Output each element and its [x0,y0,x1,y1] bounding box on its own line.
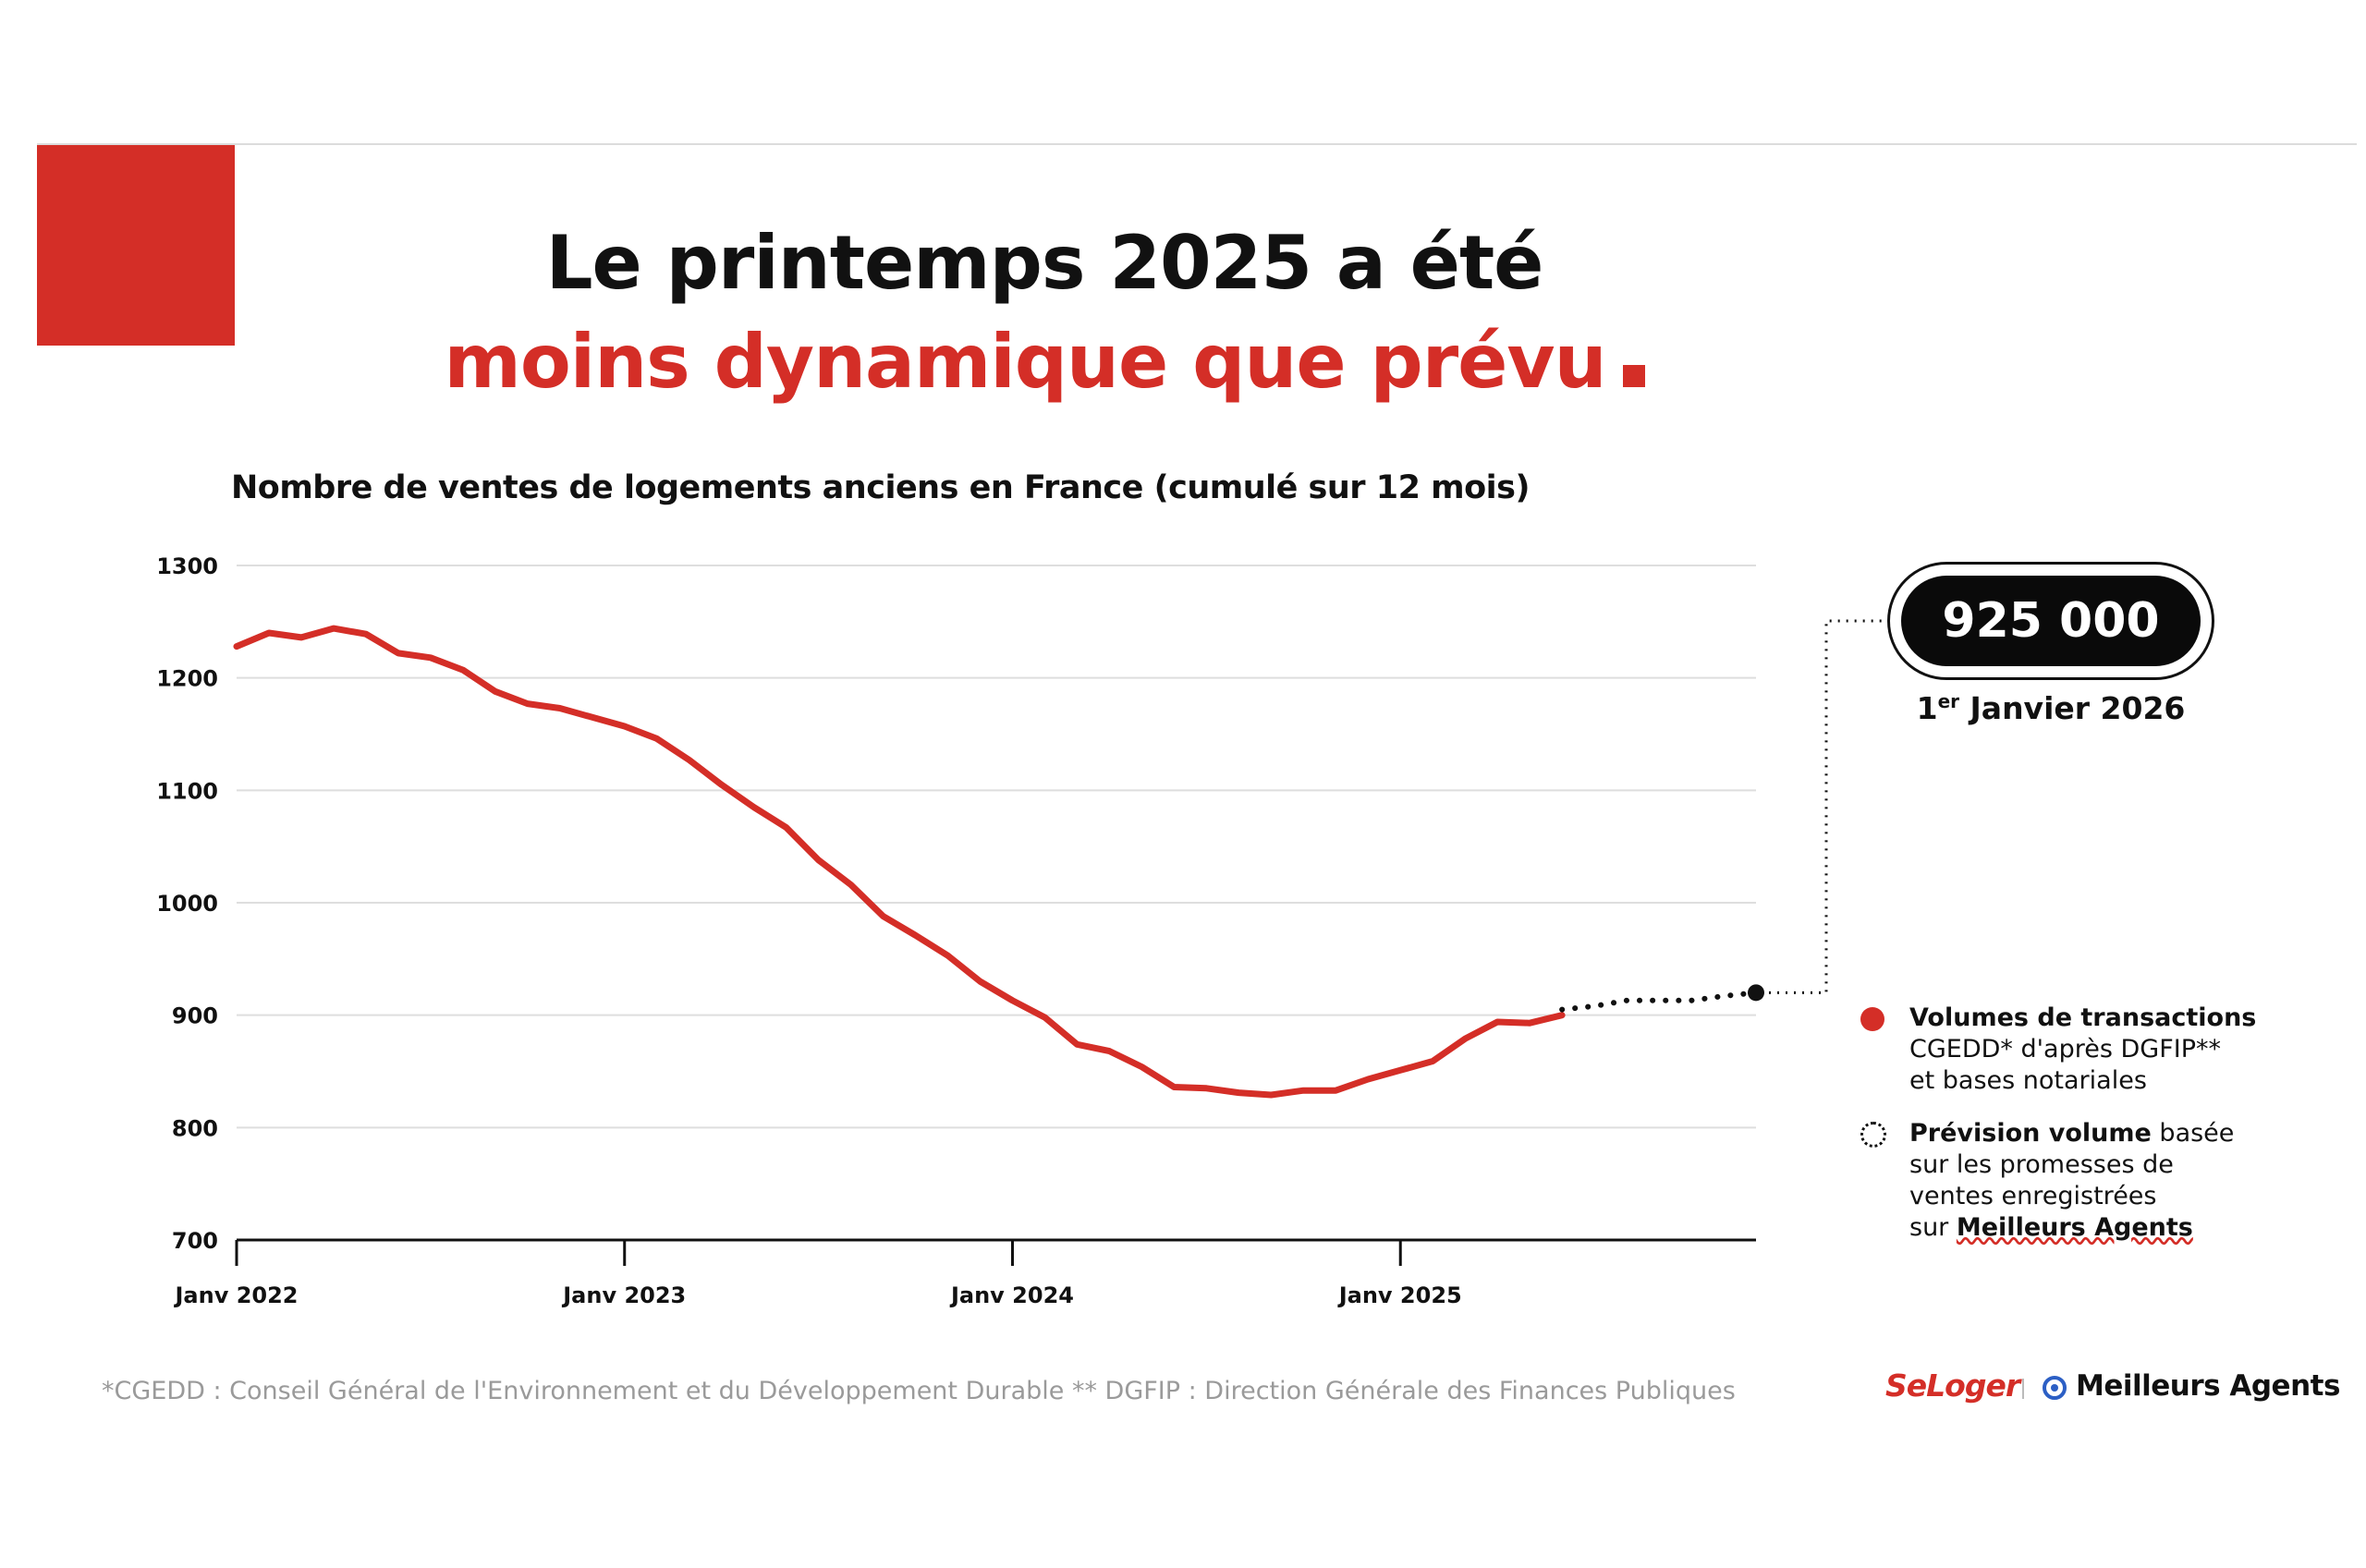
top-divider [37,143,2357,145]
series-actual-line [233,625,1566,1099]
seloger-logo: SeLoger [1885,1367,2020,1404]
meilleurs-agents-link[interactable]: Meilleurs Agents [1956,1213,2193,1242]
meilleurs-agents-logo-icon [2043,1376,2067,1400]
series-forecast-line [1559,990,1759,1013]
legend-actual-title: Volumes de transactions [1909,1003,2257,1032]
footnote: *CGEDD : Conseil Général de l'Environnem… [102,1377,1736,1405]
y-tick-label-700: 700 [172,1228,218,1254]
legend-actual-line2: CGEDD* d'après DGFIP** [1909,1035,2221,1064]
chart-title: Nombre de ventes de logements anciens en… [231,469,1530,506]
legend-actual: Volumes de transactions CGEDD* d'après D… [1909,1003,2256,1097]
callout-connector [1769,619,1882,994]
brand-red-square [37,145,235,346]
x-tick-label-0: Janv 2022 [173,1282,298,1308]
y-tick-label-800: 800 [172,1115,218,1141]
headline-line-1: Le printemps 2025 a été [545,220,1544,306]
connector-layer [1769,619,1882,994]
headline-line-2-text: moins dynamique que prévu [444,319,1606,405]
y-tick-label-900: 900 [172,1003,218,1029]
legend-forecast: Prévision volume basée sur les promesses… [1909,1118,2234,1244]
legend-forecast-prefix4: sur [1909,1213,1957,1242]
x-tick-label-1: Janv 2023 [561,1282,686,1308]
legend-actual-marker [1860,1007,1884,1031]
meilleurs-agents-logo: Meilleurs Agents [2076,1369,2340,1403]
y-tick-label-1000: 1000 [156,891,218,917]
forecast-endpoint-dot [1748,984,1764,1002]
headline-dot [1622,365,1645,387]
y-tick-label-1100: 1100 [156,778,218,804]
y-tick-label-1200: 1200 [156,666,218,692]
legend-forecast-line2: sur les promesses de [1909,1150,2174,1179]
series-layer [233,625,1764,1099]
x-tick-label-2: Janv 2024 [949,1282,1074,1308]
forecast-callout-value: 925 000 [1901,576,2201,666]
headline-line-2: moins dynamique que prévu [0,319,2089,405]
legend-forecast-rest1: basée [2151,1119,2235,1148]
legend-actual-line3: et bases notariales [1909,1066,2147,1095]
legend-forecast-line3: ventes enregistrées [1909,1182,2157,1210]
axis-layer: 700 800 900 1000 1100 1200 1300 Janv 2022 Janv 2… [156,553,1756,1308]
forecast-callout: 925 000 [1887,562,2214,680]
y-tick-label-1300: 1300 [156,553,218,579]
grid-layer [237,565,1756,1129]
callout-date-prefix: 1 [1916,690,1938,726]
logo-separator [2022,1379,2024,1399]
legend-forecast-marker [1860,1122,1886,1148]
callout-date-rest: Janvier 2026 [1959,690,2186,726]
callout-date-sup: er [1937,690,1960,712]
forecast-callout-date: 1er Janvier 2026 [1887,690,2214,726]
legend-forecast-title: Prévision volume [1909,1119,2152,1148]
x-tick-label-3: Janv 2025 [1337,1282,1462,1308]
